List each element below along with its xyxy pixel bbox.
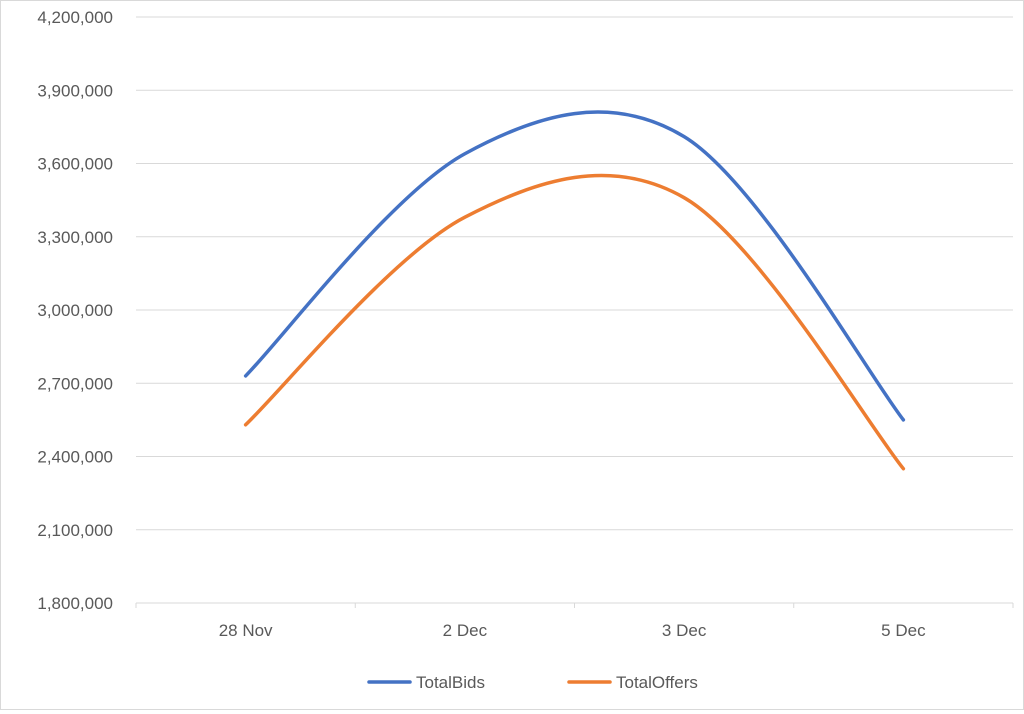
- y-tick-label: 2,700,000: [37, 374, 113, 393]
- series-line-totalbids: [243, 110, 906, 422]
- y-tick-label: 3,300,000: [37, 228, 113, 247]
- legend: TotalBids TotalOffers: [367, 673, 698, 692]
- y-tick-label: 4,200,000: [37, 8, 113, 27]
- y-tick-label: 3,600,000: [37, 155, 113, 174]
- legend-item-totalbids: TotalBids: [367, 673, 485, 692]
- legend-item-totaloffers: TotalOffers: [567, 673, 698, 692]
- x-axis-tick-labels: 28 Nov 2 Dec 3 Dec 5 Dec: [219, 621, 926, 640]
- legend-label: TotalOffers: [616, 673, 698, 692]
- y-tick-label: 2,100,000: [37, 521, 113, 540]
- y-axis-tick-labels: 1,800,000 2,100,000 2,400,000 2,700,000 3,00…: [37, 8, 113, 613]
- gridlines: [136, 16, 1013, 531]
- series-line-totaloffers: [243, 173, 906, 471]
- legend-label: TotalBids: [416, 673, 485, 692]
- x-tick-label: 3 Dec: [662, 621, 707, 640]
- y-tick-label: 3,000,000: [37, 301, 113, 320]
- y-tick-label: 1,800,000: [37, 594, 113, 613]
- series-lines: [243, 110, 906, 471]
- y-tick-label: 3,900,000: [37, 81, 113, 100]
- x-axis: [135, 602, 1014, 608]
- x-tick-label: 5 Dec: [881, 621, 926, 640]
- y-tick-label: 2,400,000: [37, 448, 113, 467]
- x-tick-label: 2 Dec: [443, 621, 488, 640]
- x-tick-label: 28 Nov: [219, 621, 273, 640]
